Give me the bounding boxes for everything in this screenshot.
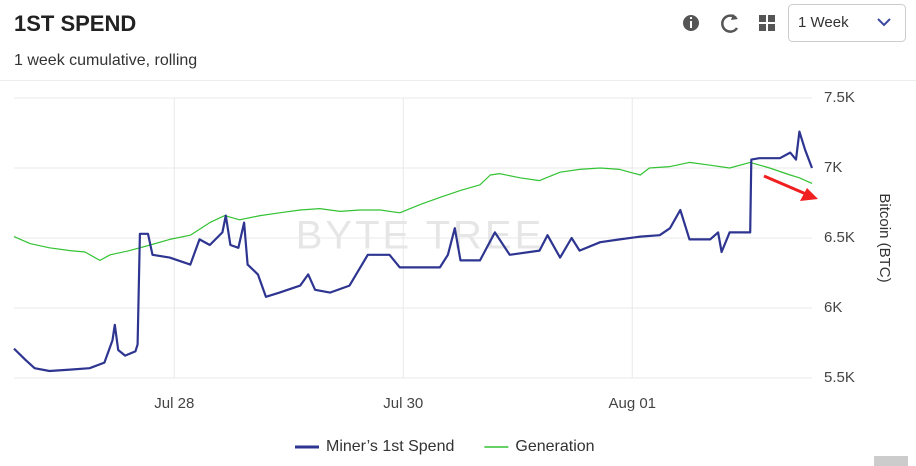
legend-label: Generation: [515, 438, 594, 455]
y-tick-label: 6K: [824, 299, 842, 316]
y-tick-label: 5.5K: [824, 369, 855, 386]
grid-icon[interactable]: [759, 15, 775, 31]
period-dropdown[interactable]: 1 Week: [788, 4, 906, 42]
chart-subtitle: 1 week cumulative, rolling: [14, 52, 197, 69]
annotation-arrow: [763, 174, 818, 201]
x-tick-label: Aug 01: [608, 395, 656, 412]
series-line: [13, 130, 814, 373]
period-label: 1 Week: [798, 14, 849, 31]
scroll-button[interactable]: [874, 456, 908, 466]
watermark: BYTE TREE: [296, 214, 545, 258]
info-icon[interactable]: [683, 15, 699, 31]
x-tick-label: Jul 28: [154, 395, 194, 412]
x-tick-label: Jul 30: [383, 395, 423, 412]
chart-title: 1ST SPEND: [14, 11, 136, 36]
y-tick-label: 7.5K: [824, 89, 855, 106]
legend-label: Miner’s 1st Spend: [326, 438, 454, 455]
refresh-icon[interactable]: [721, 14, 739, 33]
y-tick-label: 6.5K: [824, 229, 855, 246]
y-tick-label: 7K: [824, 159, 842, 176]
y-axis-label: Bitcoin (BTC): [876, 193, 893, 282]
series-line: [13, 161, 813, 261]
